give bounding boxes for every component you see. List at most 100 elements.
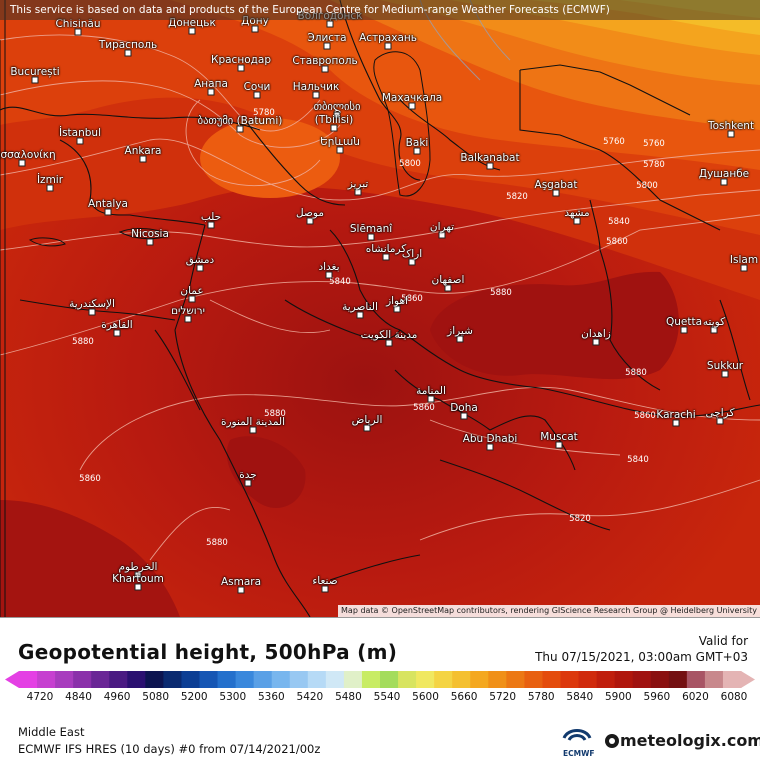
contour-label: 5780 (253, 108, 275, 118)
colorbar-swatch (343, 671, 363, 688)
colorbar-swatch (235, 671, 255, 688)
colorbar-tick-label: 4960 (103, 691, 131, 703)
contour-label: 5840 (608, 217, 630, 227)
colorbar-tick-label: 5540 (373, 691, 401, 703)
city-marker (74, 28, 82, 36)
city-label: موصل (296, 207, 324, 219)
colorbar-tick-label: 4720 (26, 691, 54, 703)
contour-label: 5860 (79, 474, 101, 484)
city-label: جدة (239, 469, 257, 481)
city-label: Doha (450, 402, 478, 414)
contour-label: 5820 (569, 514, 591, 524)
meteologix-brand[interactable]: meteologix.com (620, 731, 760, 750)
colorbar-tick-label: 4840 (65, 691, 92, 703)
city-label: شیراز (447, 325, 473, 337)
city-marker (456, 335, 464, 343)
colorbar-tick-label: 5960 (643, 691, 671, 703)
city-label: Анапа (194, 78, 228, 90)
geopotential-field (0, 0, 760, 617)
city-label: Sukkur (706, 360, 744, 372)
city-label: Karachi (656, 409, 696, 421)
colorbar-swatch (524, 671, 543, 688)
ecmwf-label: ECMWF (563, 749, 595, 758)
city-marker (740, 264, 748, 272)
colorbar-swatch (542, 671, 561, 688)
meteologix-logo-icon[interactable] (604, 730, 754, 752)
colorbar-tick-label: 5900 (604, 691, 632, 703)
city-label: Ankara (124, 145, 162, 157)
map-attribution: Map data © OpenStreetMap contributors, r… (338, 605, 760, 617)
city-marker (727, 130, 735, 138)
city-label: Baki (405, 137, 429, 149)
city-label: بغداد (318, 261, 340, 273)
city-marker (196, 264, 204, 272)
city-label: Muscat (540, 431, 578, 443)
contour-label: 5860 (606, 237, 628, 247)
city-marker (326, 20, 334, 28)
city-marker (113, 329, 121, 337)
colorbar-swatch (596, 671, 616, 688)
city-marker (207, 221, 215, 229)
city-label: دمشق (185, 254, 215, 266)
colorbar-tick-label: 5080 (142, 691, 170, 703)
colorbar-swatch (488, 671, 507, 688)
contour-label: 5860 (413, 403, 435, 413)
contour-label: 5880 (206, 538, 228, 548)
colorbar-swatch (91, 671, 110, 688)
colorbar-swatch (217, 671, 237, 688)
city-label: اهواز (386, 295, 408, 307)
city-label: İzmir (36, 174, 64, 186)
colorbar-max-arrow (741, 671, 755, 688)
city-marker (134, 571, 142, 579)
city-label: Khartoum (112, 573, 164, 585)
contour-label: 5800 (399, 159, 421, 169)
city-marker (124, 49, 132, 57)
city-marker (444, 284, 452, 292)
city-label: المنامة (416, 385, 446, 397)
city-label: حلب (200, 211, 222, 223)
colorbar-swatch (704, 671, 724, 688)
contour-label: 5880 (264, 409, 286, 419)
city-label: کراچی (705, 407, 735, 419)
city-label: Астрахань (359, 32, 417, 44)
city-marker (408, 258, 416, 266)
city-marker (721, 370, 729, 378)
city-label: الناصرية (342, 301, 378, 313)
chart-title: Geopotential height, 500hPa (m) (18, 640, 398, 664)
city-label: Toshkent (707, 120, 755, 132)
colorbar-swatch (181, 671, 200, 688)
colorbar-tick-label: 5720 (489, 691, 517, 703)
city-label: Quetta (665, 316, 703, 328)
city-label: Islam (729, 254, 759, 266)
city-label: Chisinău (55, 18, 101, 30)
city-label: Элиста (307, 32, 347, 44)
city-label: کرمانشاه (365, 243, 407, 255)
colorbar-swatch (452, 671, 471, 688)
contour-label: 5800 (636, 181, 658, 191)
city-marker (323, 42, 331, 50)
city-marker (710, 326, 718, 334)
city-label: Донецьк (168, 17, 216, 29)
city-label: Slēmanî (349, 223, 393, 235)
colorbar-swatch (614, 671, 634, 688)
city-label: Краснодар (211, 54, 271, 66)
city-label: Ставрополь (292, 55, 358, 67)
colorbar-swatch (145, 671, 164, 688)
city-label: ירושלים (171, 305, 205, 317)
city-marker (438, 231, 446, 239)
colorbar-swatch (271, 671, 291, 688)
city-marker (312, 91, 320, 99)
city-marker (31, 76, 39, 84)
contour-label: 5760 (643, 139, 665, 149)
city-label: تبریز (347, 178, 369, 190)
city-label: صنعاء (312, 575, 338, 587)
city-marker (720, 178, 728, 186)
colorbar-swatch (73, 671, 92, 688)
city-label: الإسكندرية (69, 298, 115, 310)
city-marker (672, 419, 680, 427)
city-marker (88, 308, 96, 316)
city-label: ბათუმი (Batumi) (197, 115, 283, 127)
city-marker (46, 184, 54, 192)
colorbar-swatch (560, 671, 580, 688)
city-marker (236, 125, 244, 133)
